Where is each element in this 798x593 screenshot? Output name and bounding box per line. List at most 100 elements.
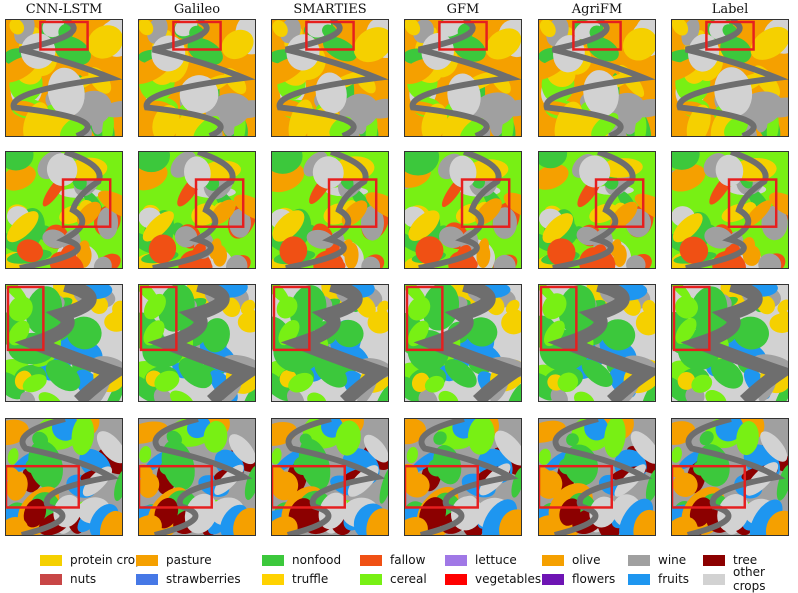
highlight-box — [272, 464, 346, 509]
segmentation-map-image — [405, 285, 521, 401]
segmentation-map-row2-agrifm — [538, 151, 656, 269]
segmentation-map-row4-label — [671, 418, 789, 536]
legend-label: fruits — [658, 572, 690, 586]
legend-label: wine — [658, 553, 687, 567]
legend-swatch — [703, 554, 725, 566]
legend-swatch — [703, 573, 725, 585]
legend-item-flowers: flowers — [542, 571, 615, 587]
highlight-box — [539, 285, 578, 352]
legend-swatch — [262, 554, 284, 566]
legend-swatch — [542, 573, 564, 585]
legend-label: tree — [733, 553, 758, 567]
segmentation-map-row1-label — [671, 19, 789, 137]
legend-item-fallow: fallow — [360, 552, 425, 568]
highlight-box — [438, 20, 488, 51]
segmentation-map-row4-cnn-lstm — [5, 418, 123, 536]
highlight-box — [6, 464, 80, 509]
segmentation-map-image — [6, 419, 122, 535]
legend-item-nuts: nuts — [40, 571, 96, 587]
legend-swatch — [136, 573, 158, 585]
legend-label: vegetables — [475, 572, 542, 586]
segmentation-map-image — [272, 152, 388, 268]
column-title-gfm: GFM — [446, 2, 480, 17]
segmentation-map-image — [672, 419, 788, 535]
legend-label: olive — [572, 553, 601, 567]
legend-swatch — [445, 554, 467, 566]
highlight-box — [672, 464, 746, 509]
segmentation-map-image — [139, 20, 255, 136]
highlight-box — [61, 178, 112, 228]
segmentation-map-row2-cnn-lstm — [5, 151, 123, 269]
segmentation-map-image — [272, 285, 388, 401]
highlight-box — [305, 20, 355, 51]
highlight-box — [539, 464, 613, 509]
segmentation-map-row1-galileo — [138, 19, 256, 137]
legend-item-pasture: pasture — [136, 552, 212, 568]
segmentation-map-row3-smarties — [271, 284, 389, 402]
legend-item-vegetables: vegetables — [445, 571, 541, 587]
highlight-box — [594, 178, 645, 228]
legend-swatch — [542, 554, 564, 566]
segmentation-map-image — [272, 419, 388, 535]
segmentation-map-row3-agrifm — [538, 284, 656, 402]
legend-item-strawberries: strawberries — [136, 571, 241, 587]
legend-label: other crops — [733, 565, 766, 593]
legend-label: strawberries — [166, 572, 241, 586]
legend-swatch — [445, 573, 467, 585]
legend-label: fallow — [390, 553, 426, 567]
highlight-box — [272, 285, 311, 352]
segmentation-map-row4-gfm — [404, 418, 522, 536]
legend-swatch — [628, 573, 650, 585]
segmentation-map-row1-smarties — [271, 19, 389, 137]
legend-item-fruits: fruits — [628, 571, 689, 587]
segmentation-map-row3-label — [671, 284, 789, 402]
highlight-box — [39, 20, 89, 51]
legend-swatch — [360, 554, 382, 566]
legend-swatch — [136, 554, 158, 566]
segmentation-map-row2-gfm — [404, 151, 522, 269]
legend-item-wine: wine — [628, 552, 686, 568]
column-title-cnn-lstm: CNN-LSTM — [25, 2, 103, 17]
segmentation-map-image — [672, 285, 788, 401]
segmentation-map-image — [6, 152, 122, 268]
legend-label: nuts — [70, 572, 97, 586]
legend-item-protein-crops: protein crops — [40, 552, 149, 568]
segmentation-map-row1-gfm — [404, 19, 522, 137]
column-title-smarties: SMARTIES — [293, 2, 367, 17]
legend-label: flowers — [572, 572, 616, 586]
legend-item-other-crops: other crops — [703, 565, 780, 593]
segmentation-map-image — [272, 20, 388, 136]
segmentation-map-image — [405, 419, 521, 535]
highlight-box — [727, 178, 778, 228]
highlight-box — [405, 285, 444, 352]
segmentation-map-image — [405, 20, 521, 136]
segmentation-map-row3-cnn-lstm — [5, 284, 123, 402]
segmentation-map-image — [539, 285, 655, 401]
segmentation-map-row4-galileo — [138, 418, 256, 536]
segmentation-map-image — [672, 152, 788, 268]
segmentation-map-image — [139, 285, 255, 401]
legend-label: truffle — [292, 572, 329, 586]
legend-label: cereal — [390, 572, 427, 586]
class-legend: protein crops pasture nonfood fallow lettuce… — [40, 552, 780, 593]
highlight-box — [572, 20, 622, 51]
segmentation-map-row3-galileo — [138, 284, 256, 402]
segmentation-map-image — [672, 20, 788, 136]
legend-swatch — [262, 573, 284, 585]
highlight-box — [139, 285, 178, 352]
segmentation-map-image — [539, 20, 655, 136]
column-title-agrifm: AgriFM — [571, 2, 623, 17]
segmentation-map-row3-gfm — [404, 284, 522, 402]
legend-item-nonfood: nonfood — [262, 552, 341, 568]
column-title-galileo: Galileo — [173, 2, 221, 17]
highlight-box — [327, 178, 378, 228]
highlight-box — [705, 20, 755, 51]
column-title-label: Label — [711, 2, 749, 17]
legend-label: pasture — [166, 553, 212, 567]
highlight-box — [405, 464, 479, 509]
highlight-box — [460, 178, 511, 228]
legend-label: protein crops — [70, 553, 149, 567]
segmentation-map-image — [139, 152, 255, 268]
highlight-box — [139, 464, 213, 509]
legend-swatch — [360, 573, 382, 585]
